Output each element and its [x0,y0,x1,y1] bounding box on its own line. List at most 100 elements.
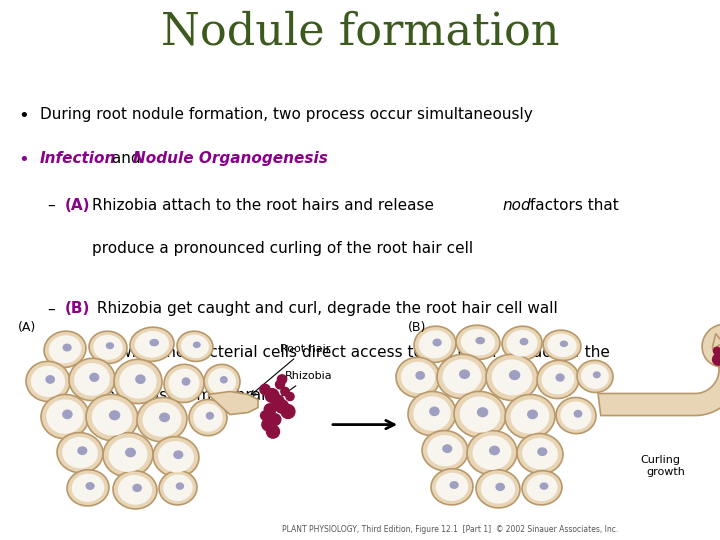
Ellipse shape [422,430,468,471]
Ellipse shape [427,435,463,467]
Circle shape [265,389,279,402]
Ellipse shape [429,407,440,416]
Ellipse shape [541,364,575,394]
Circle shape [286,393,294,401]
Circle shape [713,354,720,365]
Ellipse shape [442,444,452,453]
Ellipse shape [547,334,577,357]
Ellipse shape [574,410,582,418]
Ellipse shape [132,484,142,492]
Text: Rhizobia: Rhizobia [274,372,333,402]
Ellipse shape [556,373,564,382]
Ellipse shape [135,331,169,357]
Ellipse shape [492,360,532,395]
Text: (B): (B) [408,321,426,334]
Ellipse shape [401,362,435,393]
Ellipse shape [89,331,127,363]
Ellipse shape [454,392,506,438]
Circle shape [262,418,274,431]
Circle shape [261,411,269,420]
Ellipse shape [413,396,451,431]
Ellipse shape [91,400,132,436]
Ellipse shape [120,364,157,399]
Ellipse shape [543,330,581,361]
Ellipse shape [477,407,488,417]
Ellipse shape [153,436,199,477]
Ellipse shape [505,394,555,438]
Ellipse shape [49,335,81,363]
Ellipse shape [206,412,214,420]
Ellipse shape [522,438,558,469]
Ellipse shape [89,373,99,382]
Text: and: and [107,151,145,166]
Text: (B): (B) [65,301,90,316]
Text: Rhizobia attach to the root hairs and release: Rhizobia attach to the root hairs and re… [92,198,439,213]
Text: (A): (A) [18,321,36,334]
Circle shape [719,351,720,363]
Ellipse shape [181,334,209,358]
Ellipse shape [396,357,440,397]
Ellipse shape [193,341,201,348]
Ellipse shape [443,359,482,394]
Ellipse shape [581,364,609,389]
Ellipse shape [177,331,213,361]
Ellipse shape [86,482,95,490]
Circle shape [281,387,289,396]
Text: plant plasma membrane: plant plasma membrane [92,388,280,403]
Text: growth: growth [646,467,685,477]
Ellipse shape [537,447,547,456]
Text: PLANT PHYSIOLOGY, Third Edition, Figure 12.1  [Part 1]  © 2002 Sinauer Associate: PLANT PHYSIOLOGY, Third Edition, Figure … [282,525,618,534]
Ellipse shape [414,326,456,362]
Ellipse shape [86,394,138,441]
Text: produce a pronounced curling of the root hair cell: produce a pronounced curling of the root… [92,241,473,256]
Ellipse shape [118,475,152,505]
Ellipse shape [459,369,470,379]
Ellipse shape [486,354,538,401]
Ellipse shape [114,359,162,403]
Ellipse shape [57,433,103,473]
Ellipse shape [456,325,500,360]
Ellipse shape [431,469,473,505]
Ellipse shape [539,482,549,490]
Text: Nodule Organogenesis: Nodule Organogenesis [133,151,328,166]
Ellipse shape [560,401,592,430]
Ellipse shape [67,470,109,506]
Text: During root nodule formation, two process occur simultaneously: During root nodule formation, two proces… [40,107,532,122]
Circle shape [276,380,284,389]
Circle shape [281,404,295,418]
Ellipse shape [467,430,517,475]
Ellipse shape [31,366,65,397]
Ellipse shape [149,339,159,346]
Text: •: • [18,151,29,168]
Ellipse shape [495,483,505,491]
Ellipse shape [436,472,469,501]
Ellipse shape [577,360,613,393]
Ellipse shape [208,368,236,395]
Ellipse shape [130,327,174,361]
Circle shape [264,404,276,415]
Circle shape [269,414,281,426]
Ellipse shape [44,331,86,368]
Circle shape [272,395,284,408]
Ellipse shape [103,433,153,477]
Ellipse shape [159,471,197,505]
Text: –: – [47,198,55,213]
Text: allowing the bacterial cells direct access to the outer surface of the: allowing the bacterial cells direct acce… [92,345,610,360]
Ellipse shape [522,471,562,505]
Circle shape [260,384,270,395]
Ellipse shape [527,409,538,419]
Ellipse shape [181,377,190,386]
Ellipse shape [476,470,520,508]
Ellipse shape [517,434,563,474]
Ellipse shape [437,354,487,399]
Ellipse shape [63,343,72,352]
Ellipse shape [164,364,204,402]
Ellipse shape [461,329,495,356]
Circle shape [266,425,279,438]
Ellipse shape [510,399,549,434]
Ellipse shape [526,475,557,501]
Ellipse shape [460,396,500,433]
Text: Rhizobia get caught and curl, degrade the root hair cell wall: Rhizobia get caught and curl, degrade th… [92,301,558,316]
Text: Infection: Infection [40,151,116,166]
Ellipse shape [41,395,89,438]
